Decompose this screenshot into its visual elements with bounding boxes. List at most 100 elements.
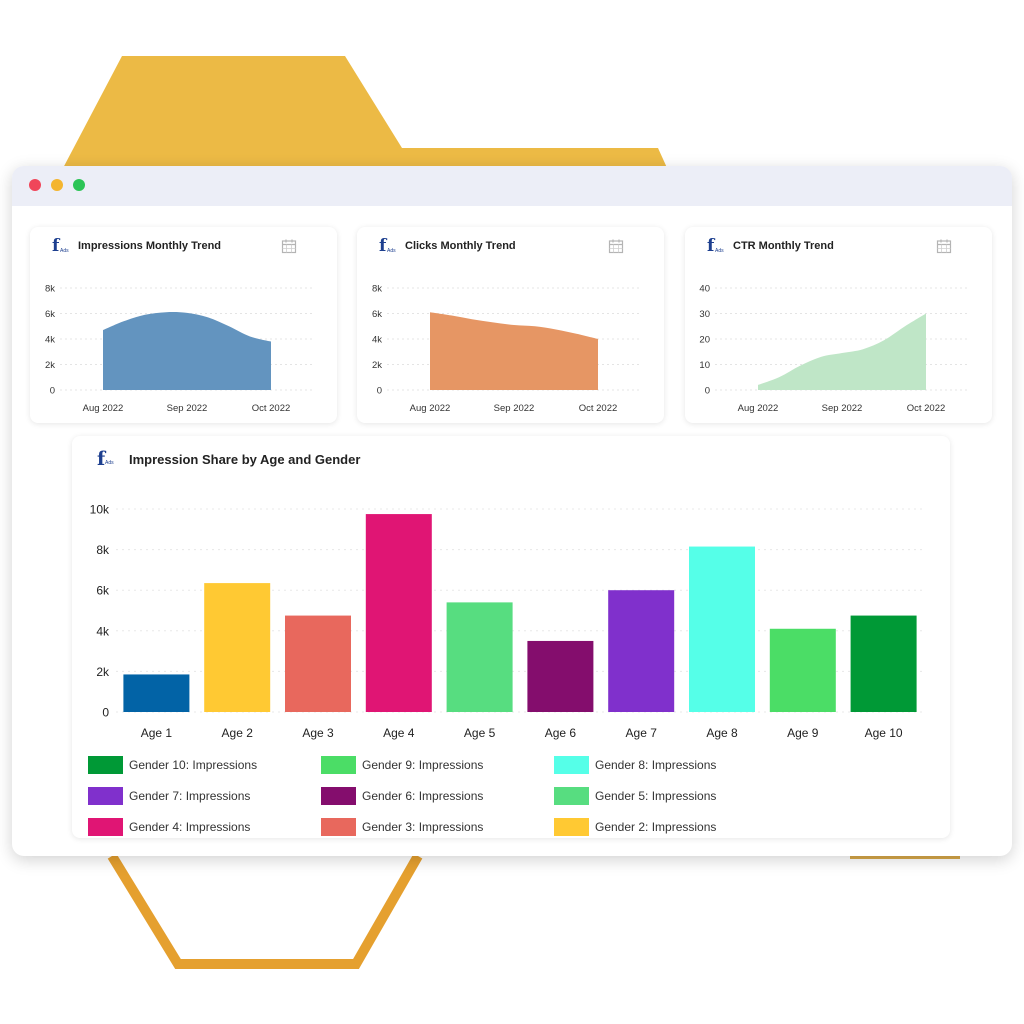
facebook-ads-logo: f Ads	[379, 236, 401, 257]
facebook-ads-logo-text: Ads	[387, 248, 396, 254]
legend-swatch	[321, 756, 356, 774]
close-window-button[interactable]	[29, 179, 41, 191]
facebook-ads-logo-f: f	[707, 236, 715, 256]
x-tick-label: Oct 2022	[907, 403, 946, 414]
bar-age-3[interactable]	[285, 615, 351, 712]
y-tick-label: 40	[699, 284, 710, 295]
y-tick-label: 2k	[372, 360, 382, 371]
ctr-trend-chart: 0 10 20 30 40 Aug 2022 Sep 2022 Oct 2022	[699, 284, 970, 414]
orange-accent-line	[850, 855, 960, 859]
calendar-icon[interactable]	[936, 238, 952, 254]
x-tick-label: Age 6	[545, 726, 577, 740]
x-tick-label: Age 3	[302, 726, 334, 740]
y-tick-label: 0	[50, 386, 55, 397]
y-tick-label: 8k	[96, 543, 110, 557]
bar-age-5[interactable]	[446, 602, 513, 712]
card-title: CTR Monthly Trend	[733, 240, 834, 252]
legend-label: Gender 4: Impressions	[129, 820, 251, 834]
y-tick-label: 8k	[372, 284, 382, 295]
bar-age-10[interactable]	[850, 615, 917, 712]
clicks-trend-card: f Ads Clicks Monthly Trend 0 2k 4k 6k 8k Aug …	[357, 227, 664, 423]
y-tick-label: 10	[699, 360, 710, 371]
y-tick-label: 6k	[96, 584, 110, 598]
x-tick-label: Age 7	[626, 726, 658, 740]
y-tick-label: 30	[699, 309, 710, 320]
x-tick-label: Sep 2022	[494, 403, 535, 414]
facebook-ads-logo-f: f	[52, 236, 60, 256]
impression-share-bar-chart: 0 2k 4k 6k 8k 10k Age 1 Age 2 Age 3 Age 4 Age 5 Age…	[90, 503, 924, 740]
x-tick-label: Sep 2022	[822, 403, 863, 414]
bar-age-9[interactable]	[769, 628, 836, 712]
y-tick-label: 2k	[96, 665, 110, 679]
y-tick-label: 6k	[45, 309, 55, 320]
ctr-trend-card: f Ads CTR Monthly Trend 0 10 20 30 40 Aug 202…	[685, 227, 992, 423]
facebook-ads-logo: f Ads	[97, 448, 119, 470]
legend-label: Gender 8: Impressions	[595, 758, 717, 772]
bar-age-1[interactable]	[123, 674, 190, 712]
bar-age-2[interactable]	[204, 583, 271, 712]
area-series[interactable]	[103, 312, 271, 390]
calendar-icon[interactable]	[608, 238, 624, 254]
x-tick-label: Age 2	[222, 726, 254, 740]
bar-age-8[interactable]	[689, 546, 755, 712]
legend-label: Gender 7: Impressions	[129, 789, 251, 803]
impressions-trend-chart: 0 2k 4k 6k 8k Aug 2022 Sep 2022 Oct 2022	[45, 284, 315, 414]
x-tick-label: Age 10	[865, 726, 903, 740]
clicks-trend-chart: 0 2k 4k 6k 8k Aug 2022 Sep 2022 Oct 2022	[372, 284, 642, 414]
y-tick-label: 0	[102, 706, 109, 720]
y-tick-label: 2k	[45, 360, 55, 371]
facebook-ads-logo-f: f	[97, 448, 106, 470]
legend-label: Gender 10: Impressions	[129, 758, 258, 772]
bar-age-7[interactable]	[608, 590, 675, 712]
legend-swatch	[554, 756, 589, 774]
x-tick-label: Age 5	[464, 726, 496, 740]
y-tick-label: 4k	[45, 335, 55, 346]
legend-label: Gender 6: Impressions	[362, 789, 484, 803]
y-tick-label: 0	[705, 386, 710, 397]
card-title: Impressions Monthly Trend	[78, 240, 222, 252]
legend-label: Gender 3: Impressions	[362, 820, 484, 834]
app-window: f Ads Impressions Monthly Trend 0 2k 4k 6k 8…	[12, 166, 1012, 856]
bar-age-6[interactable]	[527, 640, 594, 712]
legend-swatch	[88, 818, 123, 836]
legend-swatch	[88, 787, 123, 805]
legend-swatch	[88, 756, 123, 774]
legend-swatch	[321, 818, 356, 836]
x-tick-label: Age 4	[383, 726, 415, 740]
orange-hexagon-outline	[107, 853, 423, 969]
y-tick-label: 4k	[96, 624, 110, 638]
x-tick-label: Sep 2022	[167, 403, 208, 414]
y-tick-label: 4k	[372, 335, 382, 346]
facebook-ads-logo-text: Ads	[715, 248, 724, 254]
legend-swatch	[554, 787, 589, 805]
calendar-icon[interactable]	[281, 238, 297, 254]
area-series[interactable]	[430, 312, 598, 390]
y-tick-label: 20	[699, 335, 710, 346]
impression-share-card: f Ads Impression Share by Age and Gender…	[72, 436, 950, 838]
maximize-window-button[interactable]	[73, 179, 85, 191]
x-tick-label: Aug 2022	[83, 403, 124, 414]
y-tick-label: 6k	[372, 309, 382, 320]
impressions-trend-card: f Ads Impressions Monthly Trend 0 2k 4k 6k 8…	[30, 227, 337, 423]
window-titlebar	[12, 166, 1012, 206]
facebook-ads-logo-f: f	[379, 236, 387, 256]
card-title: Clicks Monthly Trend	[405, 240, 516, 252]
x-tick-label: Oct 2022	[579, 403, 618, 414]
x-tick-label: Aug 2022	[738, 403, 779, 414]
y-tick-label: 10k	[90, 503, 110, 517]
yellow-hexagon-top	[62, 56, 668, 170]
legend-swatch	[554, 818, 589, 836]
card-title: Impression Share by Age and Gender	[129, 452, 361, 467]
x-tick-label: Age 9	[787, 726, 819, 740]
x-tick-label: Aug 2022	[410, 403, 451, 414]
x-tick-label: Age 1	[141, 726, 173, 740]
legend-swatch	[321, 787, 356, 805]
area-series[interactable]	[758, 313, 926, 391]
bar-age-4[interactable]	[365, 514, 432, 712]
facebook-ads-logo: f Ads	[707, 236, 729, 257]
minimize-window-button[interactable]	[51, 179, 63, 191]
y-tick-label: 8k	[45, 284, 55, 295]
x-tick-label: Age 8	[706, 726, 738, 740]
legend-label: Gender 9: Impressions	[362, 758, 484, 772]
